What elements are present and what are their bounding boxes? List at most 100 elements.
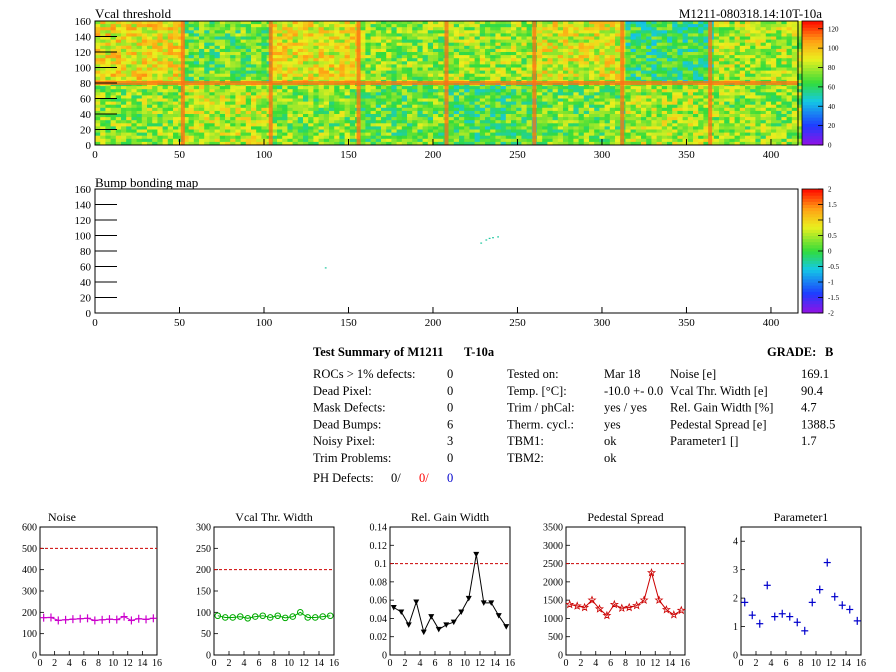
threshold-cell [542,39,548,44]
threshold-cell [646,129,652,133]
threshold-cell [167,73,174,78]
threshold-cell [105,123,111,127]
threshold-cell [136,73,143,78]
threshold-cell [786,86,793,90]
threshold-cell [386,55,392,59]
threshold-cell [152,64,158,68]
threshold-cell [313,76,319,81]
threshold-cell [240,120,247,124]
threshold-cell [490,64,496,68]
threshold-cell [401,92,408,96]
threshold-cell [786,101,793,106]
threshold-cell [547,89,553,93]
threshold-cell [667,98,673,102]
threshold-cell [755,98,761,102]
threshold-cell [599,39,605,44]
threshold-cell [604,129,611,133]
threshold-cell [365,42,371,47]
threshold-cell [209,30,215,34]
threshold-cell [407,107,413,112]
threshold-cell [589,117,595,121]
threshold-cell [219,114,226,118]
threshold-cell [609,104,616,109]
threshold-cell [375,45,382,50]
threshold-cell [479,30,486,34]
threshold-cell [615,114,621,118]
threshold-cell [750,104,756,109]
threshold-cell [360,24,366,28]
threshold-cell [521,45,527,50]
threshold-cell [526,107,533,112]
threshold-cell [173,92,179,96]
threshold-cell [282,67,288,71]
threshold-cell [152,123,158,127]
threshold-cell [505,104,512,109]
threshold-cell [261,129,267,133]
threshold-cell [277,114,283,118]
threshold-cell [516,117,522,121]
threshold-cell [188,27,195,31]
threshold-cell [641,104,647,109]
threshold-cell [245,42,252,47]
threshold-cell [734,73,741,78]
threshold-cell [760,101,767,106]
threshold-cell [261,95,267,99]
threshold-cell [349,89,356,93]
threshold-cell [100,39,106,44]
threshold-cell [745,120,751,124]
threshold-cell [485,117,491,121]
threshold-cell [490,95,496,99]
threshold-cell [609,67,616,71]
threshold-cell [552,36,559,40]
threshold-cell [485,45,491,50]
threshold-cell [729,129,735,133]
threshold-cell [297,76,304,81]
threshold-cell [401,24,408,28]
threshold-cell [661,58,668,62]
threshold-cell [323,39,330,44]
threshold-cell [485,132,491,137]
threshold-cell [209,58,215,62]
threshold-cell [713,117,720,121]
threshold-cell [604,104,611,109]
threshold-cell [630,55,637,59]
threshold-cell [313,114,319,118]
threshold-cell [573,36,579,40]
threshold-cell [121,67,127,71]
threshold-cell [745,42,751,47]
threshold-cell [703,64,709,68]
threshold-cell [464,123,470,127]
threshold-cell [651,67,657,71]
threshold-cell [739,42,746,47]
threshold-cell [240,70,247,75]
threshold-cell [261,110,267,115]
threshold-cell [240,21,247,25]
threshold-cell [453,52,460,56]
threshold-cell [677,52,683,56]
threshold-cell [563,58,569,62]
threshold-cell [157,132,163,137]
threshold-cell [511,55,517,59]
threshold-cell [474,104,481,109]
threshold-cell [152,104,158,109]
threshold-cell [583,129,590,133]
threshold-cell [521,21,527,25]
threshold-cell [422,104,429,109]
threshold-cell [557,129,564,133]
threshold-cell [277,110,283,115]
threshold-cell [209,52,215,56]
threshold-cell [578,58,585,62]
threshold-cell [204,48,210,53]
threshold-cell [318,70,325,75]
threshold-cell [485,110,491,115]
threshold-cell [755,58,761,62]
threshold-cell [641,67,647,71]
threshold-cell [703,95,709,99]
threshold-cell [672,27,678,31]
threshold-cell [651,95,657,99]
threshold-cell [448,89,455,93]
threshold-cell [100,117,106,121]
threshold-cell [391,110,397,115]
threshold-cell [329,92,335,96]
threshold-cell [615,73,621,78]
